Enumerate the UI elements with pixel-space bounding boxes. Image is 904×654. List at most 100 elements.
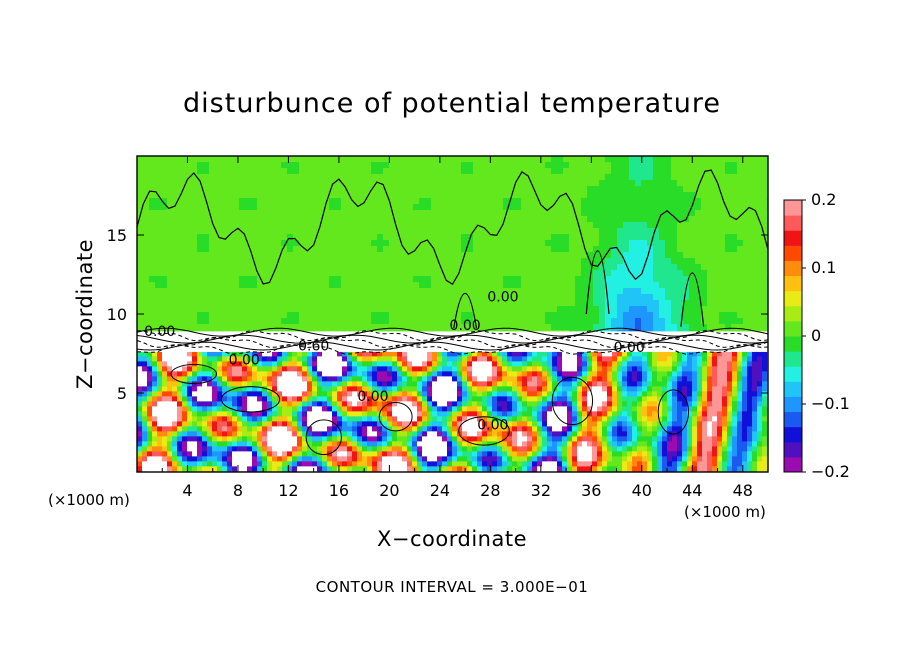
field-cell: [311, 222, 318, 229]
field-cell: [185, 222, 192, 229]
field-cell: [593, 276, 600, 283]
field-cell: [557, 228, 564, 235]
field-cell: [167, 282, 174, 289]
field-cell: [297, 381, 303, 387]
field-cell: [239, 204, 246, 211]
field-cell: [162, 376, 168, 382]
field-cell: [152, 386, 158, 392]
field-cell: [173, 192, 180, 199]
field-cell: [269, 258, 276, 265]
field-cell: [662, 381, 668, 387]
field-cell: [335, 306, 342, 313]
field-cell: [167, 386, 173, 392]
field-cell: [419, 216, 426, 223]
field-cell: [692, 361, 698, 367]
field-cell: [677, 276, 684, 283]
field-cell: [623, 234, 630, 241]
field-cell: [317, 300, 324, 307]
field-cell: [687, 381, 693, 387]
field-cell: [717, 381, 723, 387]
field-cell: [629, 270, 636, 277]
field-cell: [413, 180, 420, 187]
field-cell: [297, 356, 303, 362]
field-cell: [187, 371, 193, 377]
field-cell: [647, 174, 654, 181]
field-cell: [473, 162, 480, 169]
field-cell: [755, 282, 762, 289]
field-cell: [725, 222, 732, 229]
field-cell: [167, 381, 173, 387]
field-cell: [449, 156, 456, 163]
field-cell: [551, 264, 558, 271]
field-cell: [431, 252, 438, 259]
field-cell: [467, 356, 473, 362]
field-cell: [239, 222, 246, 229]
field-cell: [755, 234, 762, 241]
field-cell: [323, 240, 330, 247]
field-cell: [161, 156, 168, 163]
field-cell: [352, 391, 358, 397]
field-cell: [142, 366, 148, 372]
field-cell: [167, 180, 174, 187]
field-cell: [472, 391, 478, 397]
field-cell: [707, 180, 714, 187]
field-cell: [149, 294, 156, 301]
field-cell: [329, 270, 336, 277]
field-cell: [397, 351, 403, 357]
field-cell: [207, 371, 213, 377]
field-cell: [443, 324, 450, 331]
field-cell: [407, 381, 413, 387]
field-cell: [515, 240, 522, 247]
field-cell: [467, 174, 474, 181]
field-cell: [653, 240, 660, 247]
field-cell: [239, 276, 246, 283]
field-cell: [323, 204, 330, 211]
field-cell: [419, 204, 426, 211]
field-cell: [437, 246, 444, 253]
field-cell: [749, 162, 756, 169]
field-cell: [557, 396, 563, 402]
field-cell: [533, 216, 540, 223]
field-cell: [357, 356, 363, 362]
field-cell: [701, 222, 708, 229]
field-cell: [167, 246, 174, 253]
field-cell: [629, 204, 636, 211]
field-cell: [515, 234, 522, 241]
field-cell: [593, 168, 600, 175]
field-cell: [197, 282, 204, 289]
field-cell: [611, 264, 618, 271]
field-cell: [683, 204, 690, 211]
field-cell: [737, 371, 743, 377]
field-cell: [431, 264, 438, 271]
field-cell: [719, 288, 726, 295]
field-cell: [167, 228, 174, 235]
field-cell: [425, 180, 432, 187]
field-cell: [252, 376, 258, 382]
field-cell: [347, 246, 354, 253]
field-cell: [755, 228, 762, 235]
field-cell: [597, 351, 603, 357]
field-cell: [517, 356, 523, 362]
field-cell: [367, 371, 373, 377]
field-cell: [239, 252, 246, 259]
field-cell: [161, 228, 168, 235]
field-cell: [605, 312, 612, 319]
field-cell: [389, 252, 396, 259]
field-cell: [353, 246, 360, 253]
field-cell: [659, 258, 666, 265]
field-cell: [689, 180, 696, 187]
field-cell: [637, 381, 643, 387]
field-cell: [382, 366, 388, 372]
field-cell: [317, 366, 323, 372]
field-cell: [297, 361, 303, 367]
field-cell: [147, 381, 153, 387]
field-cell: [562, 366, 568, 372]
field-cell: [742, 391, 748, 397]
field-cell: [567, 396, 573, 402]
field-cell: [659, 300, 666, 307]
field-cell: [417, 386, 423, 392]
field-cell: [305, 258, 312, 265]
field-cell: [637, 366, 643, 372]
field-cell: [342, 366, 348, 372]
field-cell: [575, 276, 582, 283]
